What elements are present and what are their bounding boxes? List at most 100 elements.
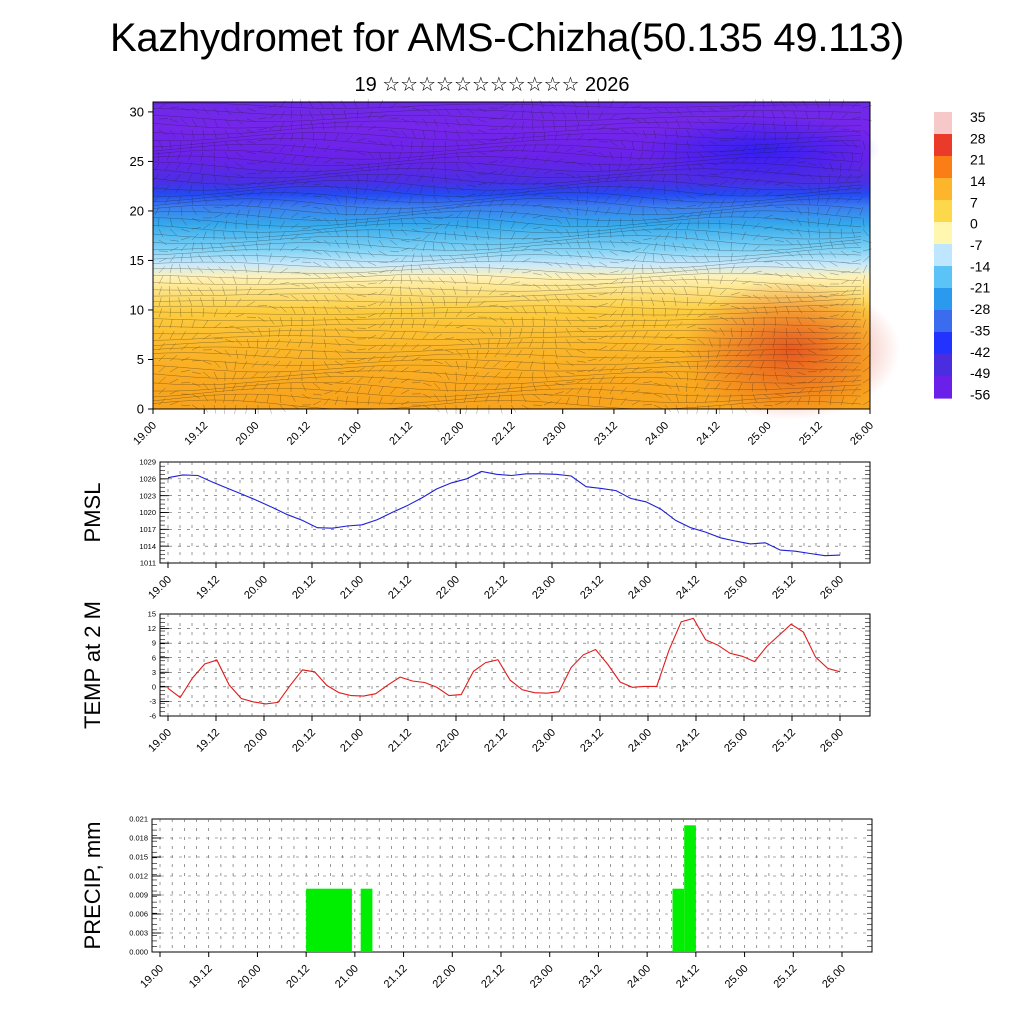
x-tick-label: 22.12: [490, 420, 518, 448]
precip-y-tick-label: 0.000: [129, 948, 148, 957]
colorbar-segment: [934, 376, 952, 399]
temp-y-tick-label: 3: [152, 668, 156, 677]
y-tick-label: 25: [130, 154, 144, 169]
colorbar-segment: [934, 200, 952, 223]
pmsl-x-tick-label: 26.00: [818, 574, 846, 602]
pmsl-series-line: [167, 470, 841, 557]
warm-area: [680, 280, 900, 420]
pmsl-y-axis-title: PMSL: [80, 483, 105, 543]
temp-y-tick-label: 9: [152, 639, 156, 648]
colorbar-segment: [934, 112, 952, 135]
colorbar-label: 21: [970, 152, 986, 168]
precip-y-tick-label: 0.021: [129, 815, 148, 824]
precip-y-tick-label: 0.009: [129, 891, 148, 900]
colorbar-label: -7: [970, 237, 983, 253]
pmsl-grid: [160, 462, 870, 563]
temp-x-tick-label: 24.00: [626, 727, 654, 755]
precip-x-tick-label: 20.00: [236, 963, 264, 991]
precip-x-tick-label: 25.12: [771, 963, 799, 991]
colorbar-segment: [934, 134, 952, 157]
temp-x-tick-label: 19.00: [146, 727, 174, 755]
precip-y-tick-label: 0.012: [129, 872, 148, 881]
chart-subtitle: 19 ☆☆☆☆☆☆☆☆☆☆☆ 2026: [354, 74, 630, 96]
pmsl-y-tick-label: 1014: [139, 542, 156, 551]
pmsl-x-tick-label: 23.12: [578, 574, 606, 602]
precip-x-tick-label: 22.00: [430, 963, 458, 991]
temp-x-tick-label: 19.12: [194, 727, 222, 755]
temp-x-tick-label: 23.12: [578, 727, 606, 755]
pmsl-y-tick-label: 1023: [139, 491, 156, 500]
colorbar-segment: [934, 354, 952, 377]
precip-x-tick-label: 25.00: [723, 963, 751, 991]
precip-x-tick-label: 21.00: [333, 963, 361, 991]
colorbar-label: 28: [970, 130, 986, 146]
precip-x-tick-label: 24.00: [625, 963, 653, 991]
pmsl-x-tick-label: 19.12: [194, 574, 222, 602]
temp-x-tick-label: 26.00: [818, 727, 846, 755]
temp-y-tick-label: 0: [152, 682, 156, 691]
temp-y-tick-label: -3: [149, 697, 156, 706]
colorbar-label: 0: [970, 216, 978, 232]
temp-y-tick-label: 15: [148, 610, 156, 619]
x-tick-label: 19.12: [182, 420, 210, 448]
y-tick-label: 10: [130, 302, 144, 317]
colorbar-segment: [934, 222, 952, 245]
precip-bar: [360, 888, 373, 952]
colorbar-label: -14: [970, 258, 990, 274]
precip-minor-ticks: [152, 818, 872, 953]
precip-x-tick-label: 20.12: [284, 963, 312, 991]
temp-x-tick-label: 24.12: [674, 727, 702, 755]
pmsl-x-tick-label: 25.12: [770, 574, 798, 602]
precip-x-tick-label: 23.00: [528, 963, 556, 991]
temp-y-axis-title: TEMP at 2 M: [80, 601, 105, 729]
colorbar-label: 14: [970, 173, 986, 189]
pmsl-x-tick-label: 21.12: [386, 574, 414, 602]
x-tick-label: 21.00: [336, 420, 364, 448]
colorbar-label: -28: [970, 301, 990, 317]
precip-bar: [684, 825, 696, 952]
precip-x-tick-label: 24.12: [674, 963, 702, 991]
x-tick-label: 22.00: [438, 420, 466, 448]
temp-x-tick-label: 22.12: [482, 727, 510, 755]
chart-title: Kazhydromet for AMS-Chizha(50.135 49.113…: [109, 16, 905, 60]
y-tick-label: 30: [130, 104, 144, 119]
colorbar-label: 35: [970, 109, 986, 125]
precip-x-tick-label: 19.00: [138, 963, 166, 991]
colorbar-segment: [934, 332, 952, 355]
temp-y-tick-label: 12: [148, 624, 156, 633]
precip-bar: [672, 888, 685, 952]
temp-x-tick-label: 21.00: [338, 727, 366, 755]
temp-series-line: [167, 617, 841, 705]
pmsl-y-tick-label: 1011: [140, 559, 156, 568]
precip-x-tick-label: 26.00: [820, 963, 848, 991]
precip-x-tick-label: 19.12: [187, 963, 215, 991]
x-tick-label: 24.12: [695, 420, 723, 448]
temp-x-tick-label: 20.12: [290, 727, 318, 755]
pmsl-y-tick-label: 1020: [139, 508, 156, 517]
x-tick-label: 25.12: [797, 420, 825, 448]
x-tick-label: 21.12: [387, 420, 415, 448]
x-tick-label: 25.00: [746, 420, 774, 448]
x-tick-label: 20.00: [234, 420, 262, 448]
colorbar-segment: [934, 178, 952, 201]
temp-y-tick-label: 6: [152, 653, 156, 662]
pmsl-x-tick-label: 22.12: [482, 574, 510, 602]
pmsl-x-tick-label: 25.00: [722, 574, 750, 602]
colorbar-segment: [934, 156, 952, 179]
y-tick-label: 20: [130, 203, 144, 218]
pmsl-x-tick-label: 20.00: [242, 574, 270, 602]
cold-area: [640, 115, 880, 185]
pmsl-y-tick-label: 1017: [139, 525, 156, 534]
temp-x-tick-label: 25.00: [722, 727, 750, 755]
pmsl-x-tick-label: 22.00: [434, 574, 462, 602]
precip-y-tick-label: 0.003: [129, 929, 148, 938]
temp-frame: [159, 613, 871, 717]
precip-y-axis-title: PRECIP, mm: [80, 822, 105, 950]
x-tick-label: 24.00: [643, 420, 671, 448]
pmsl-x-tick-label: 20.12: [290, 574, 318, 602]
pmsl-x-tick-label: 19.00: [146, 574, 174, 602]
colorbar-segment: [934, 310, 952, 333]
pmsl-y-tick-label: 1029: [139, 458, 156, 467]
y-tick-label: 0: [137, 402, 144, 417]
